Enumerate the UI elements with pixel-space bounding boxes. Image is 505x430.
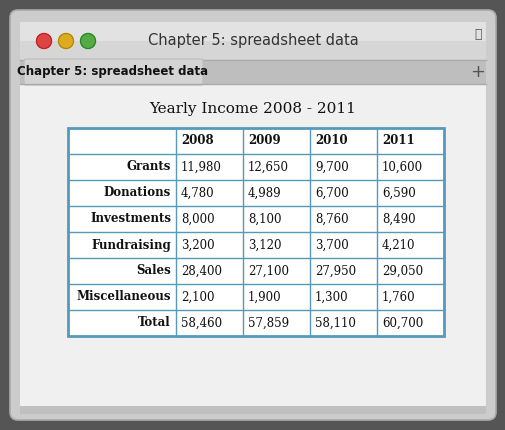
Text: 8,490: 8,490 <box>381 212 415 225</box>
Text: 60,700: 60,700 <box>381 316 422 329</box>
Text: 1,900: 1,900 <box>247 291 281 304</box>
Bar <box>20 22 485 41</box>
Text: 2010: 2010 <box>315 135 347 147</box>
Text: 1,300: 1,300 <box>315 291 348 304</box>
Text: Yearly Income 2008 - 2011: Yearly Income 2008 - 2011 <box>149 102 356 116</box>
Text: 57,859: 57,859 <box>247 316 288 329</box>
Text: 4,210: 4,210 <box>381 239 415 252</box>
Text: 3,700: 3,700 <box>315 239 348 252</box>
Circle shape <box>59 34 73 49</box>
Text: 3,120: 3,120 <box>247 239 281 252</box>
Text: Grants: Grants <box>126 160 171 173</box>
Text: 3,200: 3,200 <box>181 239 214 252</box>
Text: 1,760: 1,760 <box>381 291 415 304</box>
Text: 2011: 2011 <box>381 135 414 147</box>
Text: 10,600: 10,600 <box>381 160 422 173</box>
Text: 6,590: 6,590 <box>381 187 415 200</box>
Text: +: + <box>470 63 484 81</box>
Text: 2,100: 2,100 <box>181 291 214 304</box>
Text: Donations: Donations <box>104 187 171 200</box>
Text: 2008: 2008 <box>181 135 213 147</box>
Text: 4,989: 4,989 <box>247 187 281 200</box>
Text: 29,050: 29,050 <box>381 264 422 277</box>
Text: Total: Total <box>138 316 171 329</box>
Text: 12,650: 12,650 <box>247 160 288 173</box>
Text: Fundraising: Fundraising <box>91 239 171 252</box>
Text: 27,100: 27,100 <box>247 264 288 277</box>
Text: ⤢: ⤢ <box>473 28 481 41</box>
Bar <box>20 84 485 412</box>
Text: 8,100: 8,100 <box>247 212 281 225</box>
Text: Investments: Investments <box>90 212 171 225</box>
Text: 11,980: 11,980 <box>181 160 221 173</box>
Text: 58,460: 58,460 <box>181 316 222 329</box>
Text: 8,000: 8,000 <box>181 212 214 225</box>
FancyBboxPatch shape <box>20 22 485 60</box>
Bar <box>68 128 443 336</box>
FancyBboxPatch shape <box>10 10 495 420</box>
Text: Sales: Sales <box>136 264 171 277</box>
Circle shape <box>80 34 95 49</box>
Text: Chapter 5: spreadsheet data: Chapter 5: spreadsheet data <box>147 34 358 49</box>
Bar <box>20 406 485 414</box>
Bar <box>20 60 485 84</box>
Text: Miscellaneous: Miscellaneous <box>76 291 171 304</box>
Text: 27,950: 27,950 <box>315 264 356 277</box>
Circle shape <box>36 34 52 49</box>
FancyBboxPatch shape <box>24 59 203 85</box>
Text: 9,700: 9,700 <box>315 160 348 173</box>
Text: 58,110: 58,110 <box>315 316 355 329</box>
Text: 4,780: 4,780 <box>181 187 214 200</box>
Text: 8,760: 8,760 <box>315 212 348 225</box>
Text: 2009: 2009 <box>247 135 280 147</box>
Text: 6,700: 6,700 <box>315 187 348 200</box>
Text: 28,400: 28,400 <box>181 264 222 277</box>
Text: Chapter 5: spreadsheet data: Chapter 5: spreadsheet data <box>17 65 208 79</box>
